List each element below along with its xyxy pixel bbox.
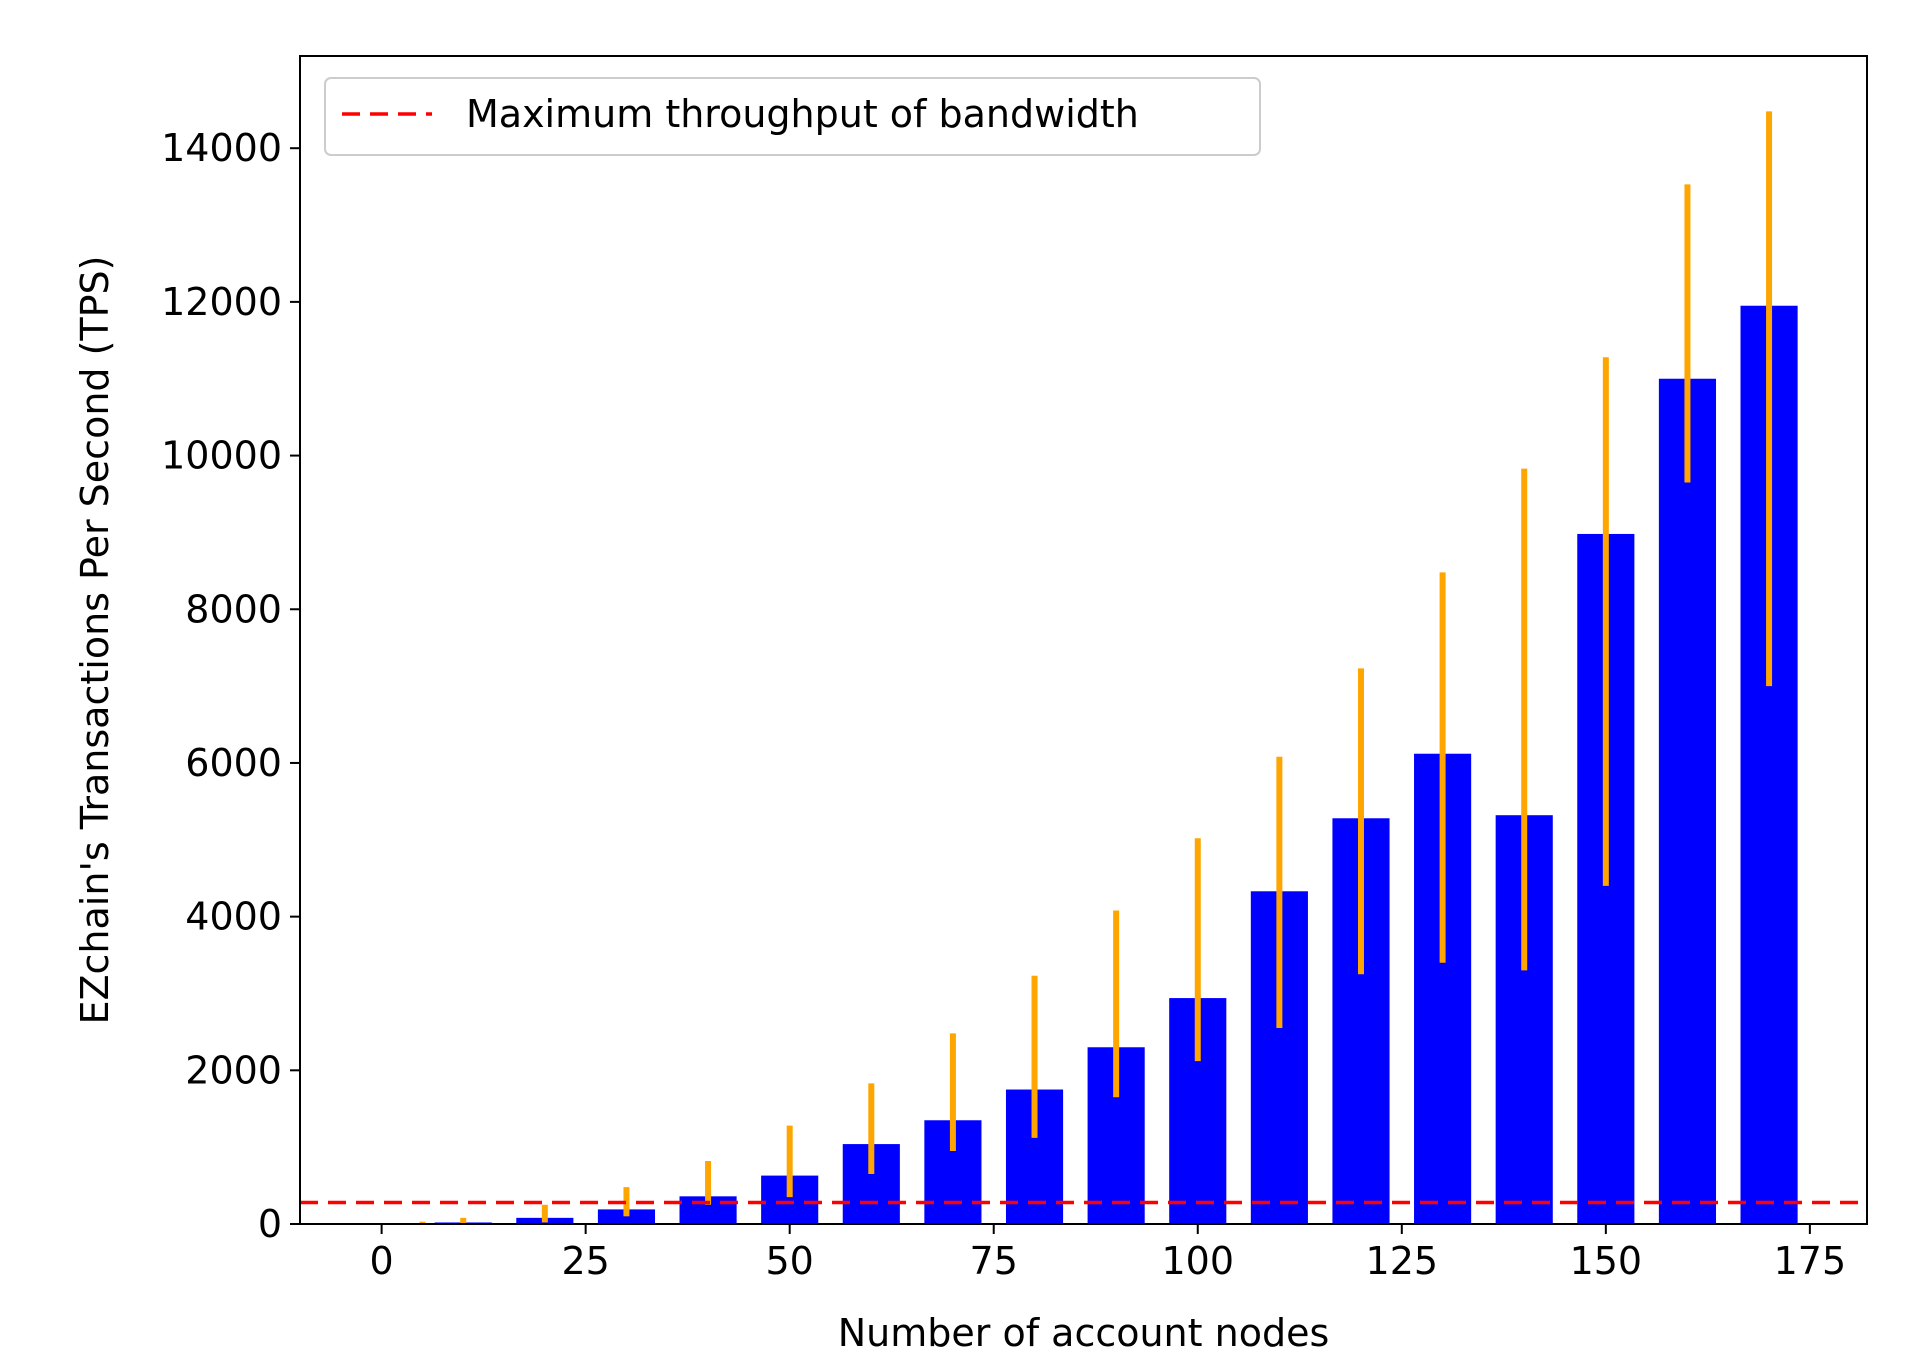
y-tick-label: 4000 [185, 895, 282, 939]
x-axis-ticks: 0 25 50 75 100 125 150 175 [370, 1224, 1847, 1283]
x-tick-label: 125 [1366, 1239, 1439, 1283]
y-axis-label: EZchain's Transactions Per Second (TPS) [73, 256, 117, 1025]
x-tick-label: 175 [1774, 1239, 1847, 1283]
x-tick-label: 100 [1161, 1239, 1234, 1283]
y-axis-ticks: 0 2000 4000 6000 8000 10000 12000 14000 [161, 126, 300, 1246]
axes-frame [299, 55, 1868, 1225]
bars-layer [393, 305, 1798, 1225]
x-tick-label: 50 [766, 1239, 814, 1283]
y-tick-label: 0 [258, 1202, 282, 1246]
y-tick-label: 14000 [161, 126, 282, 170]
y-tick-label: 12000 [161, 280, 282, 324]
bar [597, 1209, 656, 1224]
bar [1658, 378, 1717, 1225]
y-tick-label: 8000 [185, 587, 282, 631]
error-bars-layer [419, 111, 1773, 1224]
legend: Maximum throughput of bandwidth [324, 77, 1261, 156]
legend-box [324, 77, 1261, 156]
x-tick-label: 0 [370, 1239, 394, 1283]
x-tick-label: 25 [561, 1239, 609, 1283]
y-tick-label: 10000 [161, 434, 282, 478]
x-tick-label: 150 [1570, 1239, 1643, 1283]
x-tick-label: 75 [970, 1239, 1018, 1283]
y-tick-label: 2000 [185, 1048, 282, 1092]
x-axis-label: Number of account nodes [838, 1311, 1330, 1355]
y-tick-label: 6000 [185, 741, 282, 785]
legend-label: Maximum throughput of bandwidth [466, 92, 1139, 136]
